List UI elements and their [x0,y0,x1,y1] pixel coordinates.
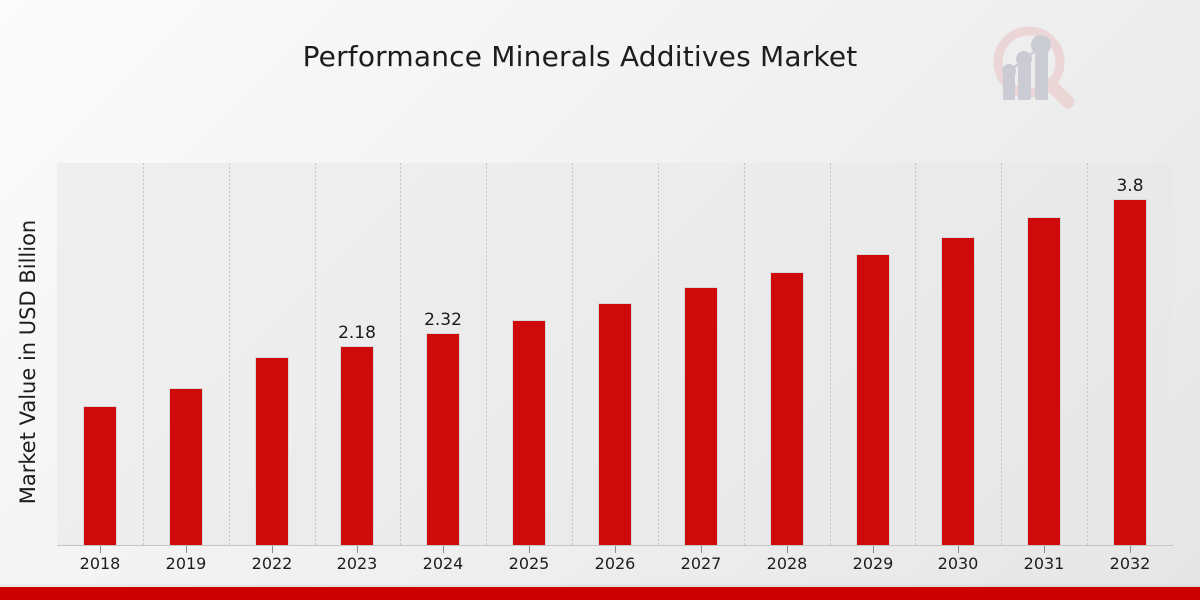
x-axis-label-2032: 2032 [1109,554,1151,573]
bottom-accent-band [0,587,1200,600]
gridline [229,163,230,546]
x-axis-label-2030: 2030 [937,554,979,573]
x-tick-2031 [1044,546,1045,553]
x-axis-label-2028: 2028 [766,554,808,573]
gridline [915,163,916,546]
bar-2026[interactable] [598,303,632,545]
chart-title: Performance Minerals Additives Market [302,40,858,73]
bar-2031[interactable] [1027,217,1061,545]
plot-area [57,163,1173,546]
gridline [400,163,401,546]
gridline [744,163,745,546]
bar-2030[interactable] [941,237,975,545]
x-tick-2019 [186,546,187,553]
x-axis-label-2031: 2031 [1023,554,1065,573]
x-axis-label-2023: 2023 [336,554,378,573]
bar-2025[interactable] [512,320,546,545]
bar-2019[interactable] [169,388,203,545]
bar-2028[interactable] [770,272,804,545]
gridline [1001,163,1002,546]
x-axis-baseline [57,545,1173,546]
bottom-band-shadow [0,583,1200,587]
bar-2022[interactable] [255,357,289,545]
gridline [658,163,659,546]
x-tick-2030 [958,546,959,553]
bar-2027[interactable] [684,287,718,545]
gridline [1087,163,1088,546]
x-tick-2029 [873,546,874,553]
x-axis-label-2025: 2025 [508,554,550,573]
bar-value-label-2032: 3.8 [1116,176,1144,196]
x-axis-label-2027: 2027 [680,554,722,573]
bar-2023[interactable] [340,346,374,545]
x-tick-2026 [615,546,616,553]
bar-2032[interactable] [1113,199,1147,545]
y-axis-label: Market Value in USD Billion [16,219,40,505]
x-axis-label-2022: 2022 [251,554,293,573]
x-axis-label-2024: 2024 [422,554,464,573]
x-tick-2028 [787,546,788,553]
x-tick-2023 [357,546,358,553]
x-axis-label-2029: 2029 [852,554,894,573]
bar-value-label-2023: 2.18 [338,323,376,343]
gridline [315,163,316,546]
gridline [830,163,831,546]
x-tick-2032 [1130,546,1131,553]
bar-2018[interactable] [83,406,117,545]
bar-value-label-2024: 2.32 [424,310,462,330]
gridline [572,163,573,546]
bar-2029[interactable] [856,254,890,545]
x-axis-label-2026: 2026 [594,554,636,573]
x-tick-2025 [529,546,530,553]
x-tick-2018 [100,546,101,553]
x-axis-label-2019: 2019 [165,554,207,573]
x-axis-label-2018: 2018 [79,554,121,573]
bar-2024[interactable] [426,333,460,545]
x-tick-2024 [443,546,444,553]
gridline [486,163,487,546]
x-tick-2022 [272,546,273,553]
gridline [143,163,144,546]
x-tick-2027 [701,546,702,553]
